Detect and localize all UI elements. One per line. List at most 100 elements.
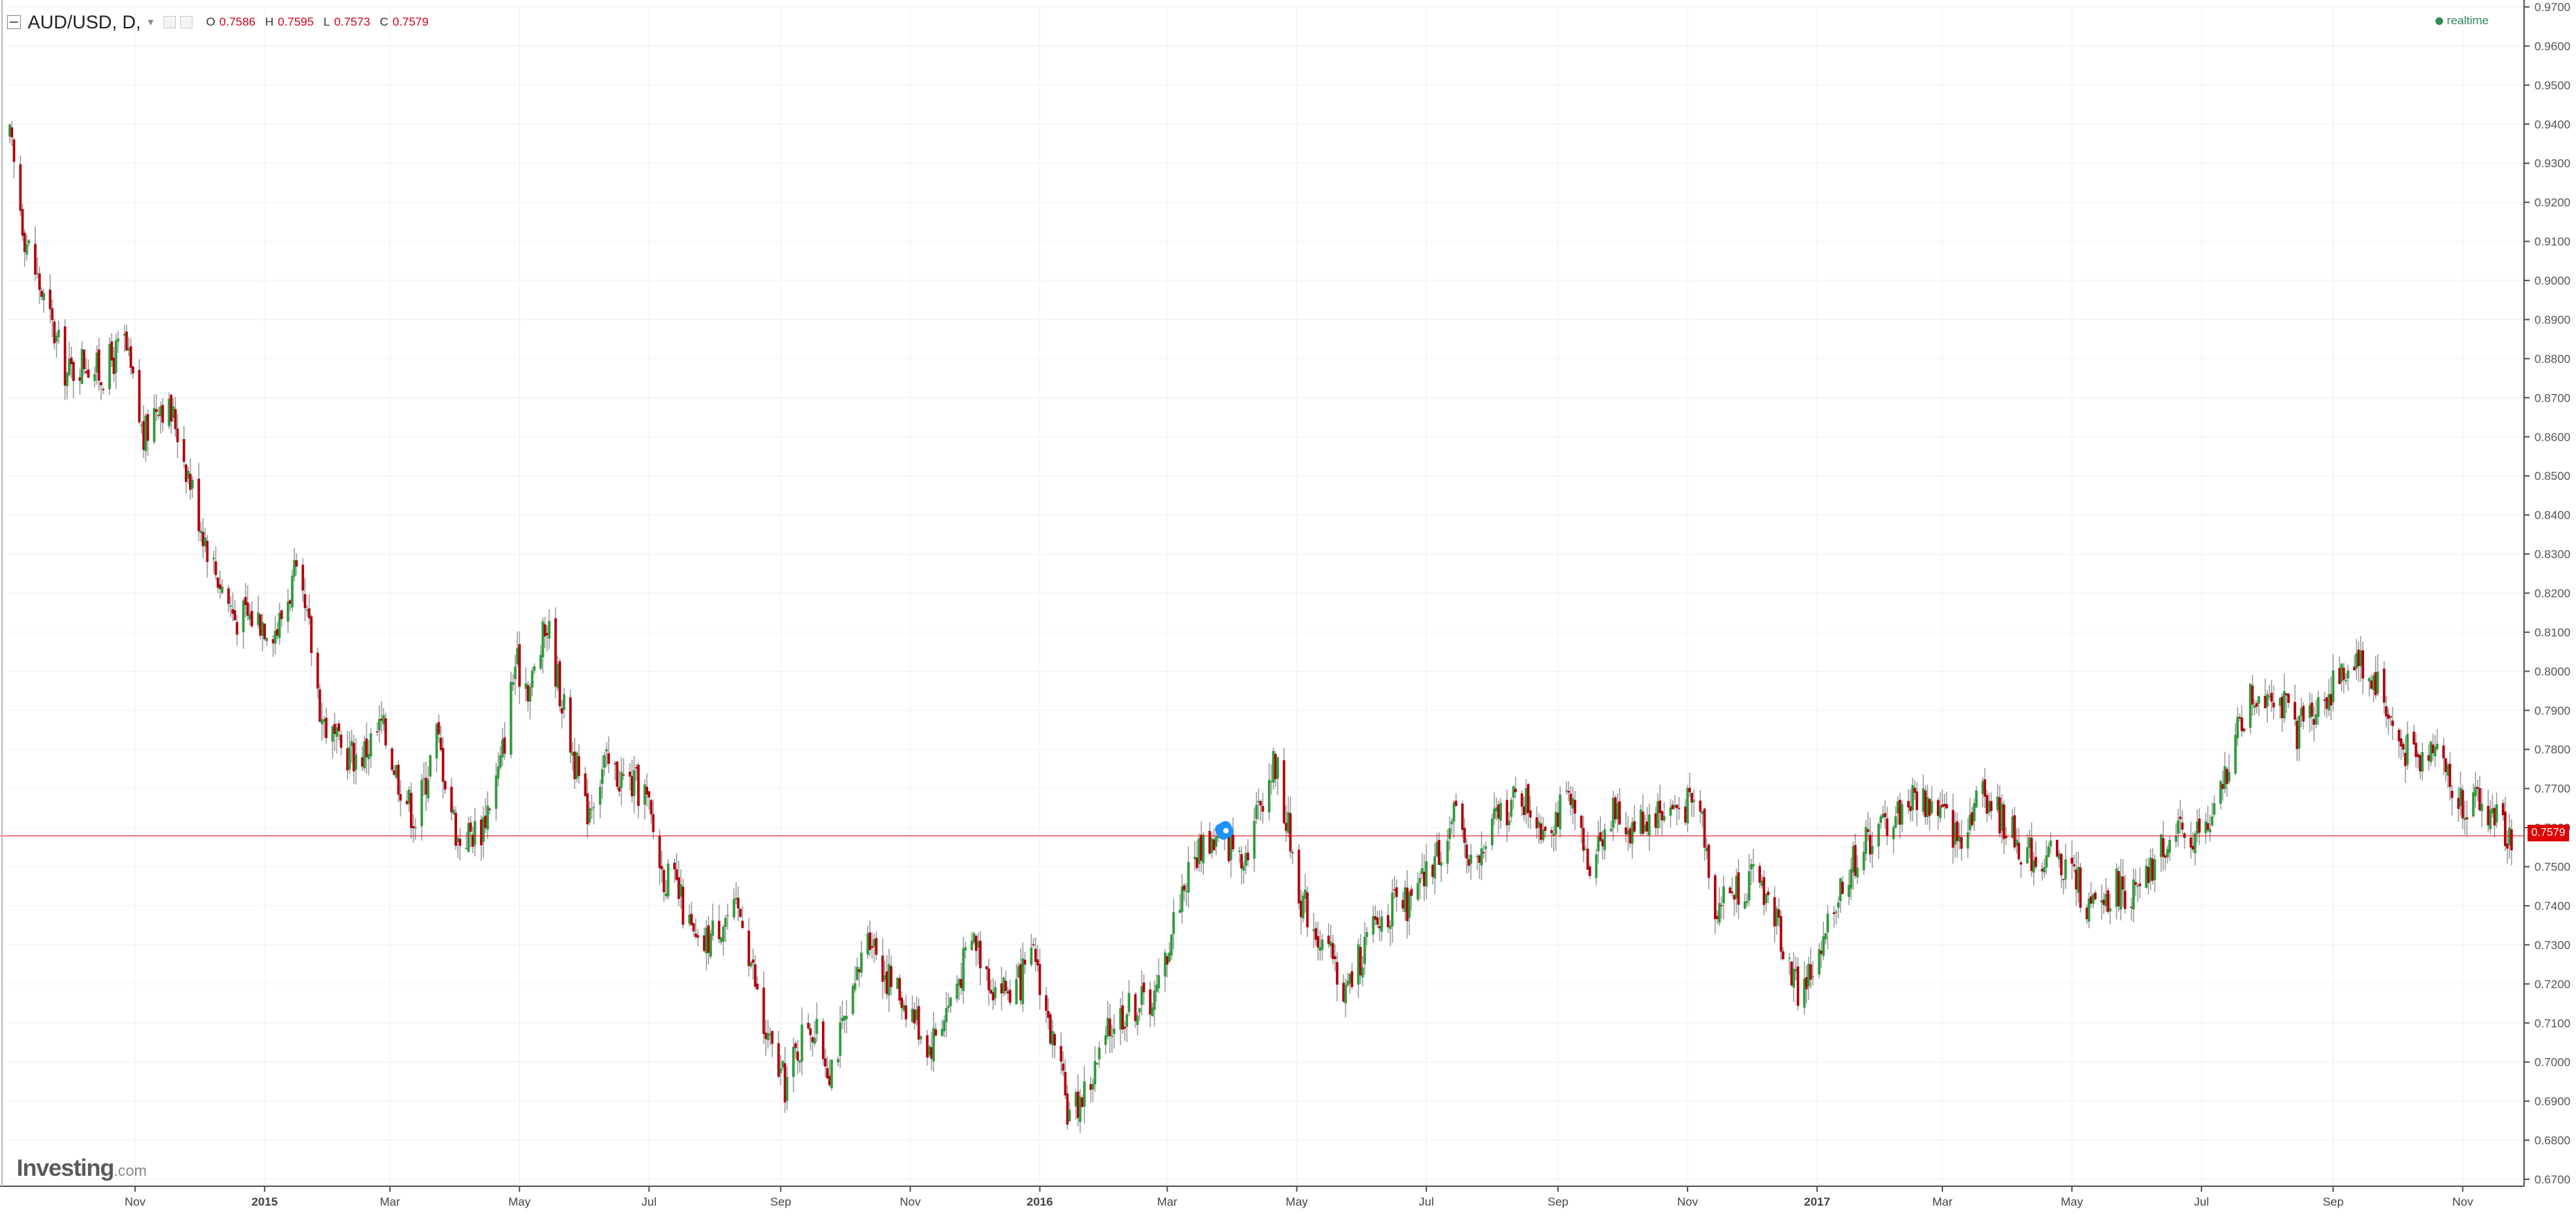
- candle: [1433, 843, 1436, 895]
- candle: [630, 760, 634, 803]
- candle: [2151, 848, 2154, 885]
- candle: [1255, 792, 1258, 824]
- candle: [1170, 933, 1173, 960]
- y-tick-label: 0.9300: [2534, 157, 2570, 170]
- candle: [2062, 878, 2065, 895]
- high-value: 0.7595: [278, 15, 314, 28]
- candle: [2387, 708, 2390, 735]
- candle: [1748, 854, 1751, 906]
- candle: [717, 904, 721, 944]
- candle: [771, 1030, 773, 1057]
- candle: [246, 585, 249, 620]
- candle: [1864, 819, 1868, 861]
- candle: [1321, 933, 1324, 961]
- candle: [1716, 910, 1719, 925]
- y-tick-label: 0.7700: [2534, 783, 2570, 796]
- candle: [2406, 721, 2409, 770]
- candle: [1730, 877, 1734, 897]
- candle: [526, 681, 530, 712]
- candle: [1187, 846, 1190, 908]
- candle: [558, 658, 562, 712]
- candle: [2100, 884, 2103, 920]
- candle: [1584, 845, 1587, 850]
- candle: [1015, 963, 1018, 1005]
- candle: [2495, 792, 2498, 828]
- candle: [1788, 953, 1791, 976]
- symbol-label[interactable]: AUD/USD, D,: [28, 11, 141, 33]
- candle: [1017, 962, 1020, 978]
- candle: [1969, 798, 1971, 835]
- y-tick-label: 0.8400: [2534, 509, 2570, 522]
- candle: [1213, 828, 1215, 851]
- candle: [1508, 812, 1511, 832]
- candle: [926, 1030, 929, 1066]
- candle: [1854, 833, 1857, 879]
- candle: [705, 920, 708, 971]
- candle: [2270, 680, 2273, 713]
- candles: [8, 120, 2513, 1133]
- candle: [42, 289, 46, 313]
- event-marker[interactable]: [1213, 819, 1236, 842]
- close-icon[interactable]: [179, 16, 193, 28]
- candle: [1671, 800, 1674, 810]
- candle: [1658, 785, 1661, 828]
- candle: [484, 798, 487, 834]
- x-tick-label: Nov: [125, 1195, 146, 1208]
- x-tick-label: Nov: [900, 1195, 921, 1208]
- candle: [1692, 789, 1695, 818]
- candle: [1361, 956, 1364, 987]
- candle: [2179, 800, 2182, 834]
- candle: [1580, 814, 1583, 843]
- candle: [856, 957, 859, 982]
- candle: [182, 425, 186, 469]
- candle: [807, 1013, 810, 1030]
- candle: [2459, 771, 2462, 816]
- candle: [1557, 801, 1559, 828]
- candle: [1476, 853, 1479, 870]
- candle: [1242, 861, 1245, 884]
- candle: [662, 868, 665, 902]
- settings-icon[interactable]: [163, 16, 176, 28]
- candle: [1053, 1031, 1056, 1059]
- collapse-legend-icon[interactable]: [7, 15, 21, 29]
- candle: [697, 929, 699, 947]
- candle: [1573, 791, 1577, 831]
- candle: [1758, 862, 1762, 888]
- y-axis[interactable]: 0.9700 0.9600 0.9500 0.9400 0.9300 0.9200 0.91…: [2524, 1, 2570, 1186]
- candle: [1172, 898, 1175, 949]
- candle: [1896, 796, 1899, 825]
- x-axis[interactable]: Nov 2015 Mar May Jul Sep Nov 2016 Mar May Jul Sep No…: [125, 1186, 2474, 1208]
- candle: [813, 1021, 816, 1046]
- candle: [2115, 863, 2118, 920]
- candle: [990, 979, 992, 994]
- candle: [1611, 790, 1615, 841]
- candle: [82, 349, 86, 375]
- chevron-down-icon[interactable]: ▾: [147, 17, 154, 28]
- candle: [1312, 913, 1316, 948]
- candle: [518, 631, 521, 704]
- candle: [1134, 992, 1137, 1028]
- candle: [1404, 880, 1406, 921]
- candle: [958, 977, 960, 1001]
- candle: [2293, 684, 2296, 726]
- candle: [1106, 1001, 1109, 1040]
- candle: [335, 722, 339, 754]
- candle: [512, 674, 515, 691]
- candle: [739, 908, 742, 918]
- investing-logo[interactable]: Investing.com: [17, 1155, 147, 1182]
- candle: [70, 346, 73, 379]
- candle: [2176, 808, 2180, 847]
- candle: [1943, 794, 1946, 819]
- candle: [414, 818, 417, 840]
- candle: [1149, 981, 1152, 1028]
- candle: [1081, 1095, 1084, 1108]
- candle: [2015, 828, 2019, 854]
- candle: [1792, 951, 1796, 1002]
- candle: [2391, 706, 2394, 740]
- candle: [1559, 786, 1562, 838]
- y-tick-label: 0.7100: [2534, 1017, 2570, 1030]
- x-tick-label: Mar: [1932, 1195, 1953, 1208]
- candle: [1372, 906, 1375, 943]
